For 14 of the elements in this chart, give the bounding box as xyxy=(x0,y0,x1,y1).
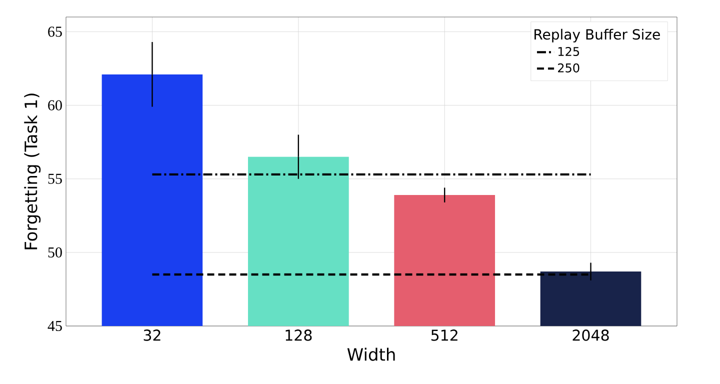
legend-label: 250 xyxy=(558,63,580,72)
y-axis-title: Forgetting (Task 1) xyxy=(24,94,41,250)
x-axis-title: Width xyxy=(347,348,395,361)
x-tick-label: 2048 xyxy=(572,330,609,341)
legend-label: 125 xyxy=(558,46,580,56)
y-tick-label: 65 xyxy=(48,26,62,37)
x-tick-label: 512 xyxy=(431,330,458,341)
legend-title: Replay Buffer Size xyxy=(534,28,660,42)
y-tick-label: 60 xyxy=(48,100,62,110)
y-tick-label: 45 xyxy=(48,321,62,332)
x-tick-label: 32 xyxy=(144,330,160,341)
y-tick-label: 50 xyxy=(48,247,62,258)
y-tick-label: 55 xyxy=(48,174,62,184)
x-tick-label: 128 xyxy=(286,330,312,341)
